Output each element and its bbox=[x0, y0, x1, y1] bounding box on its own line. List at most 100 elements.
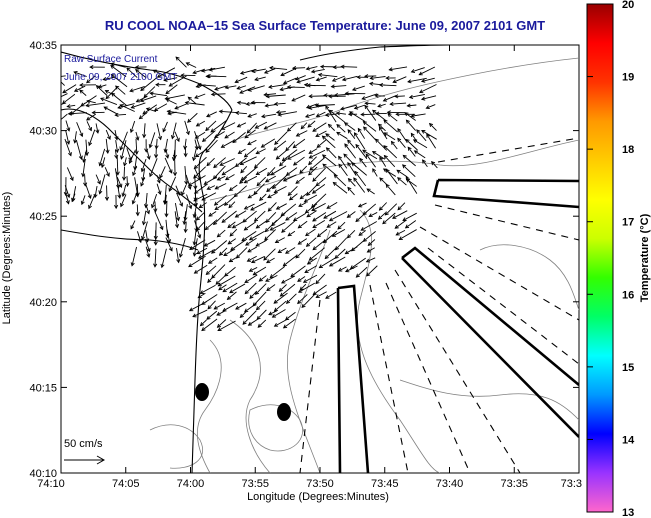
current-vector-arrow bbox=[218, 109, 237, 114]
current-vector-arrow bbox=[331, 75, 345, 82]
current-vector-arrow bbox=[239, 86, 256, 94]
current-vector-arrow bbox=[255, 167, 268, 176]
current-vector-arrow bbox=[327, 123, 335, 131]
current-vector-arrow bbox=[192, 309, 208, 318]
current-vector-arrow bbox=[355, 266, 368, 278]
current-vector-arrow bbox=[85, 102, 106, 108]
current-vector-arrow bbox=[353, 132, 366, 150]
current-vector-arrow bbox=[368, 212, 378, 218]
current-vector-arrow bbox=[214, 85, 227, 91]
current-vector-arrow bbox=[114, 112, 127, 118]
current-vector-arrow bbox=[213, 157, 226, 169]
current-vector-arrow bbox=[315, 111, 326, 118]
current-vector-arrow bbox=[73, 131, 78, 144]
current-vector-arrow bbox=[141, 210, 147, 226]
current-vector-arrow bbox=[297, 294, 308, 305]
current-vector-arrow bbox=[268, 310, 278, 316]
current-vector-arrow bbox=[67, 111, 87, 116]
current-vector-arrow bbox=[269, 222, 286, 231]
current-vector-arrow bbox=[61, 93, 68, 98]
current-vector-arrow bbox=[344, 246, 358, 255]
current-vector-arrow bbox=[86, 99, 96, 104]
y-tick-label: 40:25 bbox=[29, 211, 57, 223]
current-vector-arrow bbox=[404, 220, 417, 229]
current-vector-arrow bbox=[234, 210, 247, 218]
current-vector-arrow bbox=[194, 131, 206, 139]
current-vector-arrow bbox=[196, 247, 208, 255]
current-vector-arrow bbox=[115, 140, 120, 154]
current-vector-arrow bbox=[332, 181, 348, 194]
current-vector-arrow bbox=[369, 75, 386, 81]
current-vector-arrow bbox=[145, 107, 157, 112]
current-vector-arrow bbox=[336, 123, 346, 133]
current-vector-arrow bbox=[172, 157, 178, 177]
current-vector-arrow bbox=[263, 68, 276, 74]
current-vector-arrow bbox=[88, 129, 96, 147]
current-vector-arrow bbox=[280, 67, 297, 77]
current-vector-arrow bbox=[193, 156, 207, 170]
current-vector-arrow bbox=[98, 174, 106, 195]
current-vector-arrow bbox=[356, 75, 368, 80]
current-vector-arrow bbox=[189, 239, 206, 250]
current-vector-arrow bbox=[248, 267, 258, 272]
current-vector-arrow bbox=[228, 256, 237, 263]
current-vector-arrow bbox=[275, 203, 287, 210]
current-vector-arrow bbox=[347, 186, 355, 196]
current-vector-arrow bbox=[137, 231, 142, 244]
x-tick-label: 74:05 bbox=[112, 478, 140, 490]
range-line bbox=[299, 299, 321, 473]
current-vector-arrow bbox=[131, 192, 138, 205]
current-vector-arrow bbox=[307, 120, 316, 128]
current-vector-arrow bbox=[242, 310, 257, 325]
current-vector-arrow bbox=[299, 165, 308, 174]
current-vector-arrow bbox=[259, 193, 267, 201]
current-vector-arrow bbox=[120, 194, 127, 208]
contour-line bbox=[197, 339, 222, 473]
current-vector-arrow bbox=[205, 139, 218, 153]
current-vector-arrow bbox=[100, 97, 118, 105]
current-vector-arrow bbox=[306, 83, 326, 88]
current-vector-arrow bbox=[431, 161, 438, 169]
current-vector-arrow bbox=[343, 122, 356, 131]
current-vector-arrow bbox=[390, 140, 398, 150]
current-vector-arrow bbox=[166, 109, 187, 115]
range-line bbox=[394, 269, 521, 473]
current-vector-arrow bbox=[266, 284, 276, 292]
current-vector-arrow bbox=[222, 282, 238, 293]
current-vector-arrow bbox=[267, 202, 277, 212]
range-line bbox=[437, 137, 579, 163]
current-vector-arrow bbox=[247, 85, 265, 92]
current-vector-arrow bbox=[206, 157, 215, 167]
current-vector-arrow bbox=[221, 210, 237, 223]
current-vector-arrow bbox=[145, 246, 151, 258]
current-vector-arrow bbox=[282, 255, 297, 267]
current-vector-arrow bbox=[266, 184, 276, 193]
current-vector-arrow bbox=[80, 195, 86, 206]
current-vector-arrow bbox=[164, 157, 173, 174]
current-vector-arrow bbox=[64, 185, 71, 199]
current-vector-arrow bbox=[269, 65, 288, 71]
current-vector-arrow bbox=[176, 192, 184, 207]
current-vector-arrow bbox=[297, 282, 316, 293]
current-vector-arrow bbox=[207, 300, 216, 310]
current-vector-arrow bbox=[387, 113, 398, 122]
current-vector-arrow bbox=[91, 110, 105, 115]
contour-line bbox=[479, 244, 579, 311]
coastline-long-island bbox=[299, 45, 451, 61]
current-vector-arrow bbox=[413, 150, 426, 159]
current-vector-arrow bbox=[406, 103, 417, 108]
shipping-lane-boundaries bbox=[336, 178, 579, 473]
current-vector-arrow bbox=[185, 62, 197, 68]
current-vector-arrow bbox=[374, 93, 385, 98]
current-vector-arrow bbox=[214, 183, 227, 190]
contour-line bbox=[286, 229, 331, 473]
colorbar bbox=[586, 3, 614, 513]
current-vector-arrow bbox=[317, 72, 338, 78]
current-vector-arrow bbox=[389, 101, 407, 107]
current-vector-arrow bbox=[140, 158, 147, 173]
current-vector-arrow bbox=[333, 174, 347, 187]
current-vector-arrow bbox=[250, 100, 266, 105]
current-vector-arrow bbox=[217, 275, 236, 287]
current-vector-arrow bbox=[165, 237, 173, 252]
current-vector-arrow bbox=[213, 302, 226, 310]
